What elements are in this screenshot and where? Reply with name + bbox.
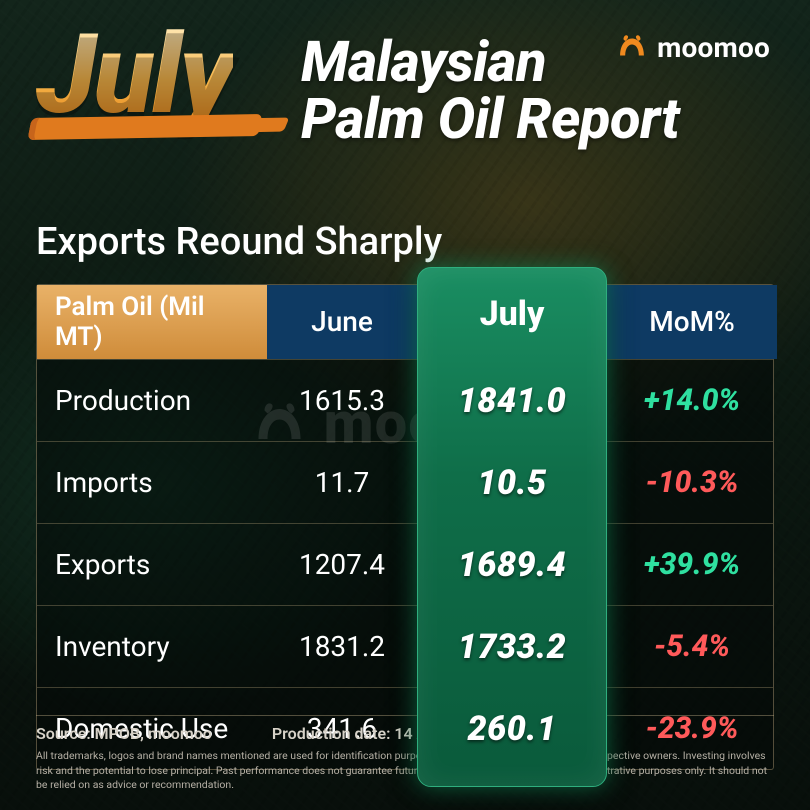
footer: Source: MPOB, moomoo Production date: 14… xyxy=(36,715,774,792)
footer-meta: Source: MPOB, moomoo Production date: 14… xyxy=(36,715,774,743)
title-line-1: Malaysian xyxy=(301,34,679,91)
mom-value: +14.0% xyxy=(607,383,777,418)
headline-subtitle: Exports Reound Sharply xyxy=(36,220,774,264)
brush-stroke xyxy=(27,114,262,140)
table-row: Inventory 1831.2 -5.4% xyxy=(37,605,773,687)
column-header-metric: Palm Oil (Mil MT) xyxy=(37,285,267,359)
july-value: 1733.2 xyxy=(418,606,606,688)
july-value: 260.1 xyxy=(418,688,606,770)
table-row: Exports 1207.4 +39.9% xyxy=(37,523,773,605)
table-header-row: Palm Oil (Mil MT) June MoM% xyxy=(37,285,773,359)
mom-value: -5.4% xyxy=(607,629,777,664)
july-highlight-column: July 1841.0 10.5 1689.4 1733.2 260.1 xyxy=(417,267,607,787)
infographic-container: moomoo July Malaysian Palm Oil Report Ex… xyxy=(0,0,810,810)
july-value: 1689.4 xyxy=(418,524,606,606)
footer-source: Source: MPOB, moomoo xyxy=(36,724,212,743)
june-value: 1615.3 xyxy=(267,384,417,417)
title-line-2: Palm Oil Report xyxy=(301,91,679,148)
headline: July Malaysian Palm Oil Report Exports R… xyxy=(36,28,774,264)
july-value: 1841.0 xyxy=(418,360,606,442)
mom-value: +39.9% xyxy=(607,547,777,582)
headline-month: July xyxy=(36,28,233,122)
data-table: July 1841.0 10.5 1689.4 1733.2 260.1 Pal… xyxy=(36,284,774,770)
column-header-july: July xyxy=(418,268,606,360)
column-header-june: June xyxy=(267,285,417,359)
june-value: 1831.2 xyxy=(267,630,417,663)
mom-value: -10.3% xyxy=(607,465,777,500)
june-value: 1207.4 xyxy=(267,548,417,581)
july-value: 10.5 xyxy=(418,442,606,524)
table-row: Imports 11.7 -10.3% xyxy=(37,441,773,523)
metric-label: Inventory xyxy=(37,630,267,663)
table-row: Production 1615.3 +14.0% xyxy=(37,359,773,441)
headline-title: Malaysian Palm Oil Report xyxy=(301,34,679,148)
june-value: 11.7 xyxy=(267,466,417,499)
metric-label: Exports xyxy=(37,548,267,581)
metric-label: Imports xyxy=(37,466,267,499)
column-header-mom: MoM% xyxy=(607,285,777,359)
metric-label: Production xyxy=(37,384,267,417)
footer-disclaimer: All trademarks, logos and brand names me… xyxy=(36,749,774,792)
